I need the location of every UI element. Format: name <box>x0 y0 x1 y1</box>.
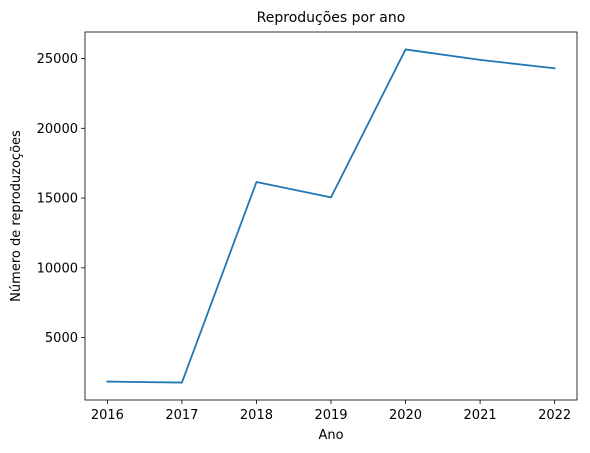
y-tick-label: 5000 <box>45 331 78 346</box>
plot-area: 2016 2017 2018 2019 2020 2021 2022 5000 10000 150… <box>37 31 578 423</box>
x-tick-label: 2017 <box>165 408 198 423</box>
y-tick-label: 10000 <box>37 261 78 276</box>
y-tick-label: 25000 <box>37 52 78 67</box>
x-axis-label: Ano <box>318 428 343 443</box>
y-tick-label: 15000 <box>37 192 78 207</box>
x-tick-label: 2021 <box>464 408 497 423</box>
chart-title: Reproduções por ano <box>257 10 406 26</box>
series-line <box>106 48 556 384</box>
y-tick-label: 20000 <box>37 122 78 137</box>
x-tick-label: 2018 <box>240 408 273 423</box>
axes-frame <box>84 31 578 401</box>
y-axis-label: Número de reproduzoções <box>9 130 24 302</box>
x-tick-label: 2016 <box>91 408 124 423</box>
x-tick-label: 2020 <box>389 408 422 423</box>
x-tick-label: 2022 <box>538 408 571 423</box>
x-tick-label: 2019 <box>314 408 347 423</box>
